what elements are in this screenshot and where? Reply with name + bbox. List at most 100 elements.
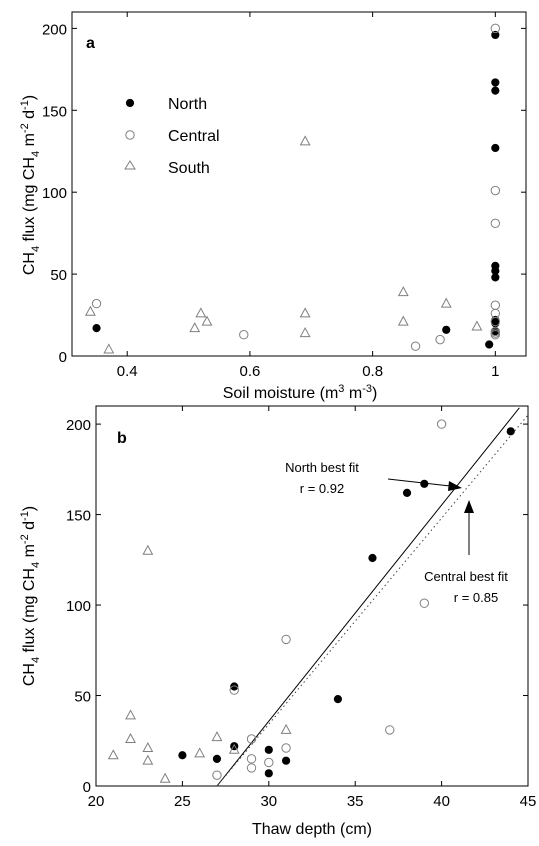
central-fit-annotation: Central best fit r = 0.85 — [424, 500, 508, 605]
central-point — [490, 185, 501, 196]
south-point — [194, 747, 206, 758]
panel-b-y-tick-label: 0 — [83, 779, 91, 796]
panel-b: 20 25 30 35 40 45 0 50 100 150 200 b North best fi… — [19, 405, 536, 838]
central-point — [490, 316, 501, 327]
north-point — [485, 340, 494, 349]
south-point — [84, 305, 96, 316]
south-point — [471, 320, 483, 331]
central-point — [246, 754, 257, 764]
panel-b-x-tick-label: 45 — [520, 793, 537, 810]
south-point — [228, 743, 240, 754]
panel-a-x-tick-label: 0.8 — [362, 363, 383, 380]
legend-central-marker — [125, 130, 135, 140]
south-point — [189, 322, 201, 333]
panel-a-axes-frame — [71, 11, 527, 357]
central-point — [246, 763, 257, 773]
legend: North Central South — [124, 96, 220, 177]
north-point — [178, 751, 187, 760]
central-point — [246, 734, 257, 744]
panel-a-points — [84, 23, 501, 354]
panel-a-x-tick-label: 0.4 — [117, 363, 138, 380]
panel-b-x-tick-label: 25 — [174, 793, 191, 810]
north-fit-r-value: r = 0.92 — [300, 481, 344, 496]
south-point — [440, 297, 452, 308]
south-point — [211, 731, 223, 742]
south-point — [397, 286, 409, 297]
south-point — [299, 135, 311, 146]
panel-a-letter: a — [86, 35, 95, 52]
panel-b-letter: b — [117, 430, 127, 447]
central-point — [435, 334, 445, 345]
north-point — [442, 325, 451, 334]
legend-central-label: Central — [168, 128, 220, 145]
central-point — [490, 300, 501, 310]
south-point — [107, 749, 119, 760]
south-point — [201, 315, 213, 326]
north-point — [264, 769, 273, 778]
central-point — [490, 23, 501, 34]
panel-a-ticks: 0.4 0.6 0.8 1 0 50 100 150 200 — [42, 12, 526, 380]
south-point — [397, 315, 409, 326]
south-point — [142, 754, 154, 765]
north-point — [491, 86, 500, 95]
central-point — [490, 218, 501, 229]
north-point — [281, 756, 291, 765]
central-point — [281, 743, 291, 753]
north-fit-label: North best fit — [285, 460, 359, 475]
south-point — [159, 772, 171, 783]
legend-south-label: South — [168, 160, 210, 177]
south-point — [125, 732, 136, 743]
panel-b-ticks: 20 25 30 35 40 45 0 50 100 150 200 — [66, 406, 536, 810]
panel-a-x-axis-label: Soil moisture (m3 m-3) — [223, 383, 378, 402]
central-point — [91, 298, 102, 309]
north-fit-arrow — [387, 478, 451, 487]
north-point — [230, 682, 239, 691]
panel-a-y-tick-label: 100 — [42, 185, 67, 202]
central-point — [385, 725, 395, 735]
panel-b-x-tick-label: 40 — [433, 793, 450, 810]
panel-b-axes-frame — [95, 405, 529, 787]
panel-b-x-tick-label: 30 — [260, 793, 277, 810]
north-point — [264, 745, 273, 754]
central-point — [419, 598, 430, 608]
north-point — [333, 695, 343, 704]
panel-b-x-axis-label: Thaw depth (cm) — [252, 821, 372, 838]
legend-north-label: North — [168, 96, 207, 113]
central-point — [239, 330, 249, 340]
north-point — [491, 30, 500, 40]
panel-b-y-axis-label: CH4 flux (mg CH4 m-2 d-1) — [19, 506, 42, 686]
south-point — [142, 741, 154, 752]
south-point — [299, 327, 311, 338]
central-point — [212, 770, 222, 780]
panel-b-y-tick-label: 100 — [66, 598, 91, 615]
central-point — [229, 685, 239, 695]
panel-a-y-tick-label: 50 — [50, 267, 67, 284]
panel-b-x-tick-label: 20 — [88, 793, 105, 810]
north-point — [212, 754, 222, 763]
panel-a-x-tick-label: 0.6 — [239, 363, 260, 380]
legend-north-marker — [125, 98, 135, 108]
panel-a-y-tick-label: 150 — [42, 103, 67, 120]
south-point — [142, 544, 154, 555]
north-fit-arrowhead — [448, 481, 462, 491]
north-point — [92, 324, 101, 333]
north-point — [491, 78, 500, 87]
north-point — [506, 427, 515, 436]
panel-a: 0.4 0.6 0.8 1 0 50 100 150 200 a North Central S… — [19, 11, 527, 402]
panel-b-y-tick-label: 150 — [66, 508, 91, 525]
central-point — [264, 757, 274, 768]
central-fit-r-value: r = 0.85 — [454, 590, 498, 605]
south-point — [280, 723, 292, 734]
central-point — [281, 634, 291, 645]
central-fit-arrowhead — [464, 500, 474, 513]
north-point — [402, 488, 412, 497]
panel-a-y-axis-label: CH4 flux (mg CH4 m-2 d-1) — [19, 95, 42, 275]
north-point — [368, 553, 377, 563]
south-point — [103, 343, 115, 354]
south-point — [125, 709, 136, 720]
north-point — [491, 143, 500, 153]
north-best-fit-line — [216, 407, 520, 787]
panel-b-y-tick-label: 200 — [66, 417, 91, 434]
central-fit-label: Central best fit — [424, 569, 508, 584]
